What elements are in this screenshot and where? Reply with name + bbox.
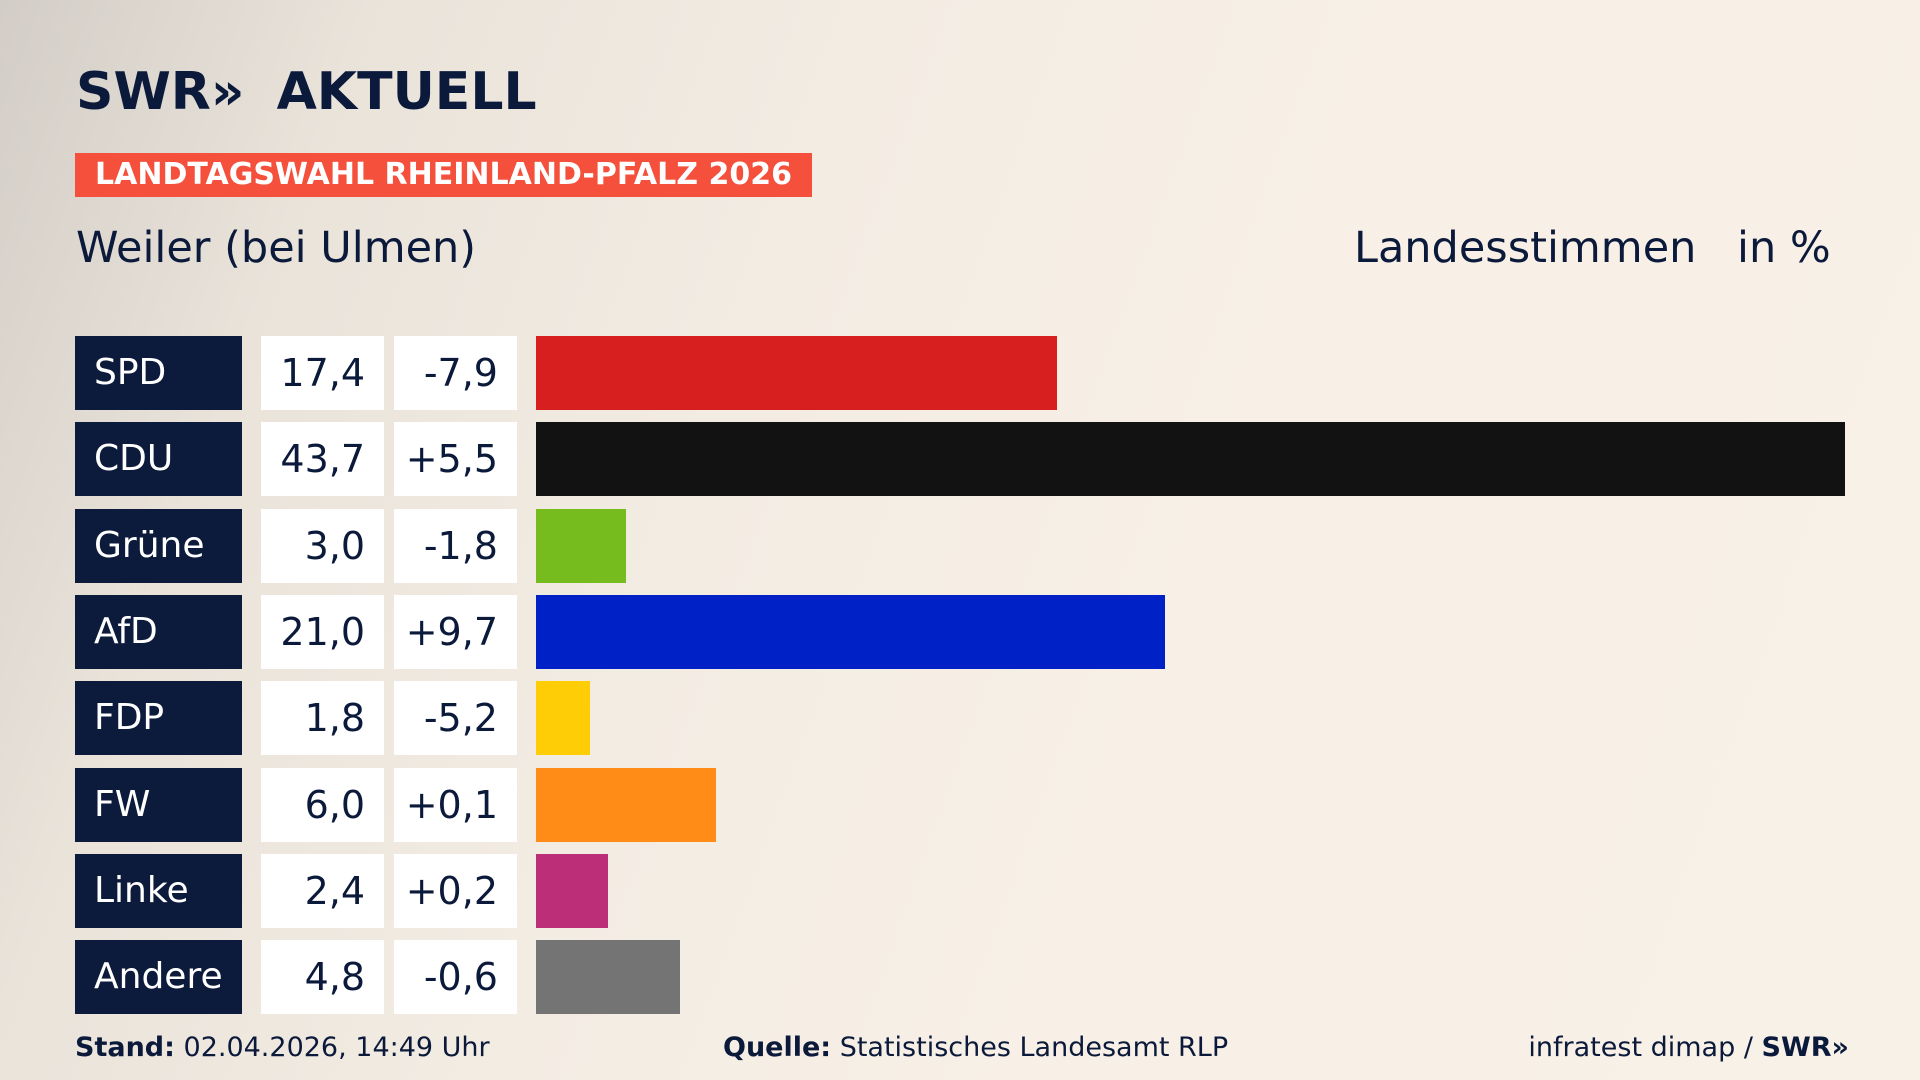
credit-logo-text: SWR — [1761, 1032, 1832, 1063]
source-value: Statistisches Landesamt RLP — [839, 1032, 1229, 1063]
bar-fw — [536, 768, 716, 842]
vote-share-andere: 4,8 — [261, 940, 384, 1014]
bar-linke — [536, 854, 608, 928]
bar-cdu — [536, 422, 1845, 496]
vote-change-linke: +0,2 — [394, 854, 517, 928]
vote-share-fdp: 1,8 — [261, 681, 384, 755]
party-label-fdp: FDP — [75, 681, 242, 755]
vote-change-cdu: +5,5 — [394, 422, 517, 496]
bar-afd — [536, 595, 1165, 669]
party-label-spd: SPD — [75, 336, 242, 410]
vote-share-spd: 17,4 — [261, 336, 384, 410]
vote-share-cdu: 43,7 — [261, 422, 384, 496]
vote-change-fdp: -5,2 — [394, 681, 517, 755]
vote-change-afd: +9,7 — [394, 595, 517, 669]
credit-text: infratest dimap / — [1528, 1032, 1762, 1063]
election-banner: LANDTAGSWAHL RHEINLAND-PFALZ 2026 — [75, 153, 812, 197]
footer-source: Quelle: Statistisches Landesamt RLP — [723, 1030, 1228, 1066]
bar-andere — [536, 940, 680, 1014]
logo-aktuell-text: AKTUELL — [276, 62, 537, 122]
stand-value: 02.04.2026, 14:49 Uhr — [183, 1032, 490, 1063]
stand-label: Stand: — [75, 1032, 175, 1063]
party-label-linke: Linke — [75, 854, 242, 928]
logo-swr-text: SWR — [76, 62, 211, 122]
party-label-andere: Andere — [75, 940, 242, 1014]
vote-share-linke: 2,4 — [261, 854, 384, 928]
vote-share-afd: 21,0 — [261, 595, 384, 669]
credit-logo: SWR» — [1761, 1032, 1850, 1063]
party-label-fw: FW — [75, 768, 242, 842]
vote-change-gr-ne: -1,8 — [394, 509, 517, 583]
party-label-afd: AfD — [75, 595, 242, 669]
vote-change-andere: -0,6 — [394, 940, 517, 1014]
vote-change-fw: +0,1 — [394, 768, 517, 842]
vote-share-gr-ne: 3,0 — [261, 509, 384, 583]
party-label-gr-ne: Grüne — [75, 509, 242, 583]
vote-type-label: Landesstimmen — [1354, 223, 1697, 273]
bar-fdp — [536, 681, 590, 755]
swr-aktuell-logo: SWR» AKTUELL — [76, 62, 537, 122]
footer-credit: infratest dimap / SWR» — [1528, 1030, 1850, 1066]
credit-logo-chevrons: » — [1831, 1032, 1850, 1063]
place-title: Weiler (bei Ulmen) — [76, 223, 477, 273]
source-label: Quelle: — [723, 1032, 832, 1063]
vote-share-fw: 6,0 — [261, 768, 384, 842]
footer-stand: Stand: 02.04.2026, 14:49 Uhr — [75, 1030, 490, 1066]
party-label-cdu: CDU — [75, 422, 242, 496]
unit-label: in % — [1737, 223, 1831, 273]
bar-gr-ne — [536, 509, 626, 583]
vote-change-spd: -7,9 — [394, 336, 517, 410]
bar-spd — [536, 336, 1057, 410]
